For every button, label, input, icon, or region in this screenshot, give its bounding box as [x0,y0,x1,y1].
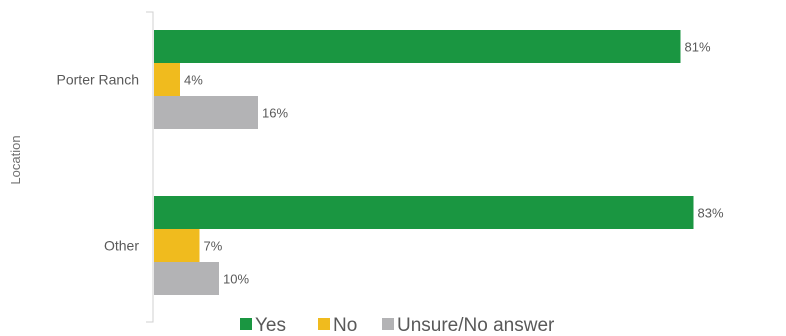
legend-swatch-unsure-no-answer [382,318,394,330]
data-labels: 81% 4% 16% 83% 7% 10% [184,40,724,287]
legend: Yes No Unsure/No answer [240,315,555,336]
bar-other-yes [154,196,694,229]
legend-swatch-yes [240,318,252,330]
bar-other-no [154,229,200,262]
y-axis-line [146,11,154,323]
data-label-porter-ranch-no: 4% [184,73,203,88]
y-axis-title: Location [8,135,23,184]
data-label-other-unsure-no-answer: 10% [223,272,249,287]
bar-porter-ranch-yes [154,30,681,63]
legend-label-no: No [333,315,357,336]
category-labels: Porter Ranch Other [57,72,140,254]
category-label-other: Other [104,238,139,254]
legend-label-unsure-no-answer: Unsure/No answer [397,315,555,336]
data-label-other-yes: 83% [698,206,724,221]
legend-swatch-no [318,318,330,330]
legend-label-yes: Yes [255,315,286,336]
bar-other-unsure-no-answer [154,262,219,295]
data-label-porter-ranch-yes: 81% [685,40,711,55]
category-label-porter-ranch: Porter Ranch [57,72,139,88]
data-label-other-no: 7% [204,239,223,254]
bar-porter-ranch-no [154,63,180,96]
bars-group [154,30,694,295]
data-label-porter-ranch-unsure-no-answer: 16% [262,106,288,121]
bar-porter-ranch-unsure-no-answer [154,96,258,129]
